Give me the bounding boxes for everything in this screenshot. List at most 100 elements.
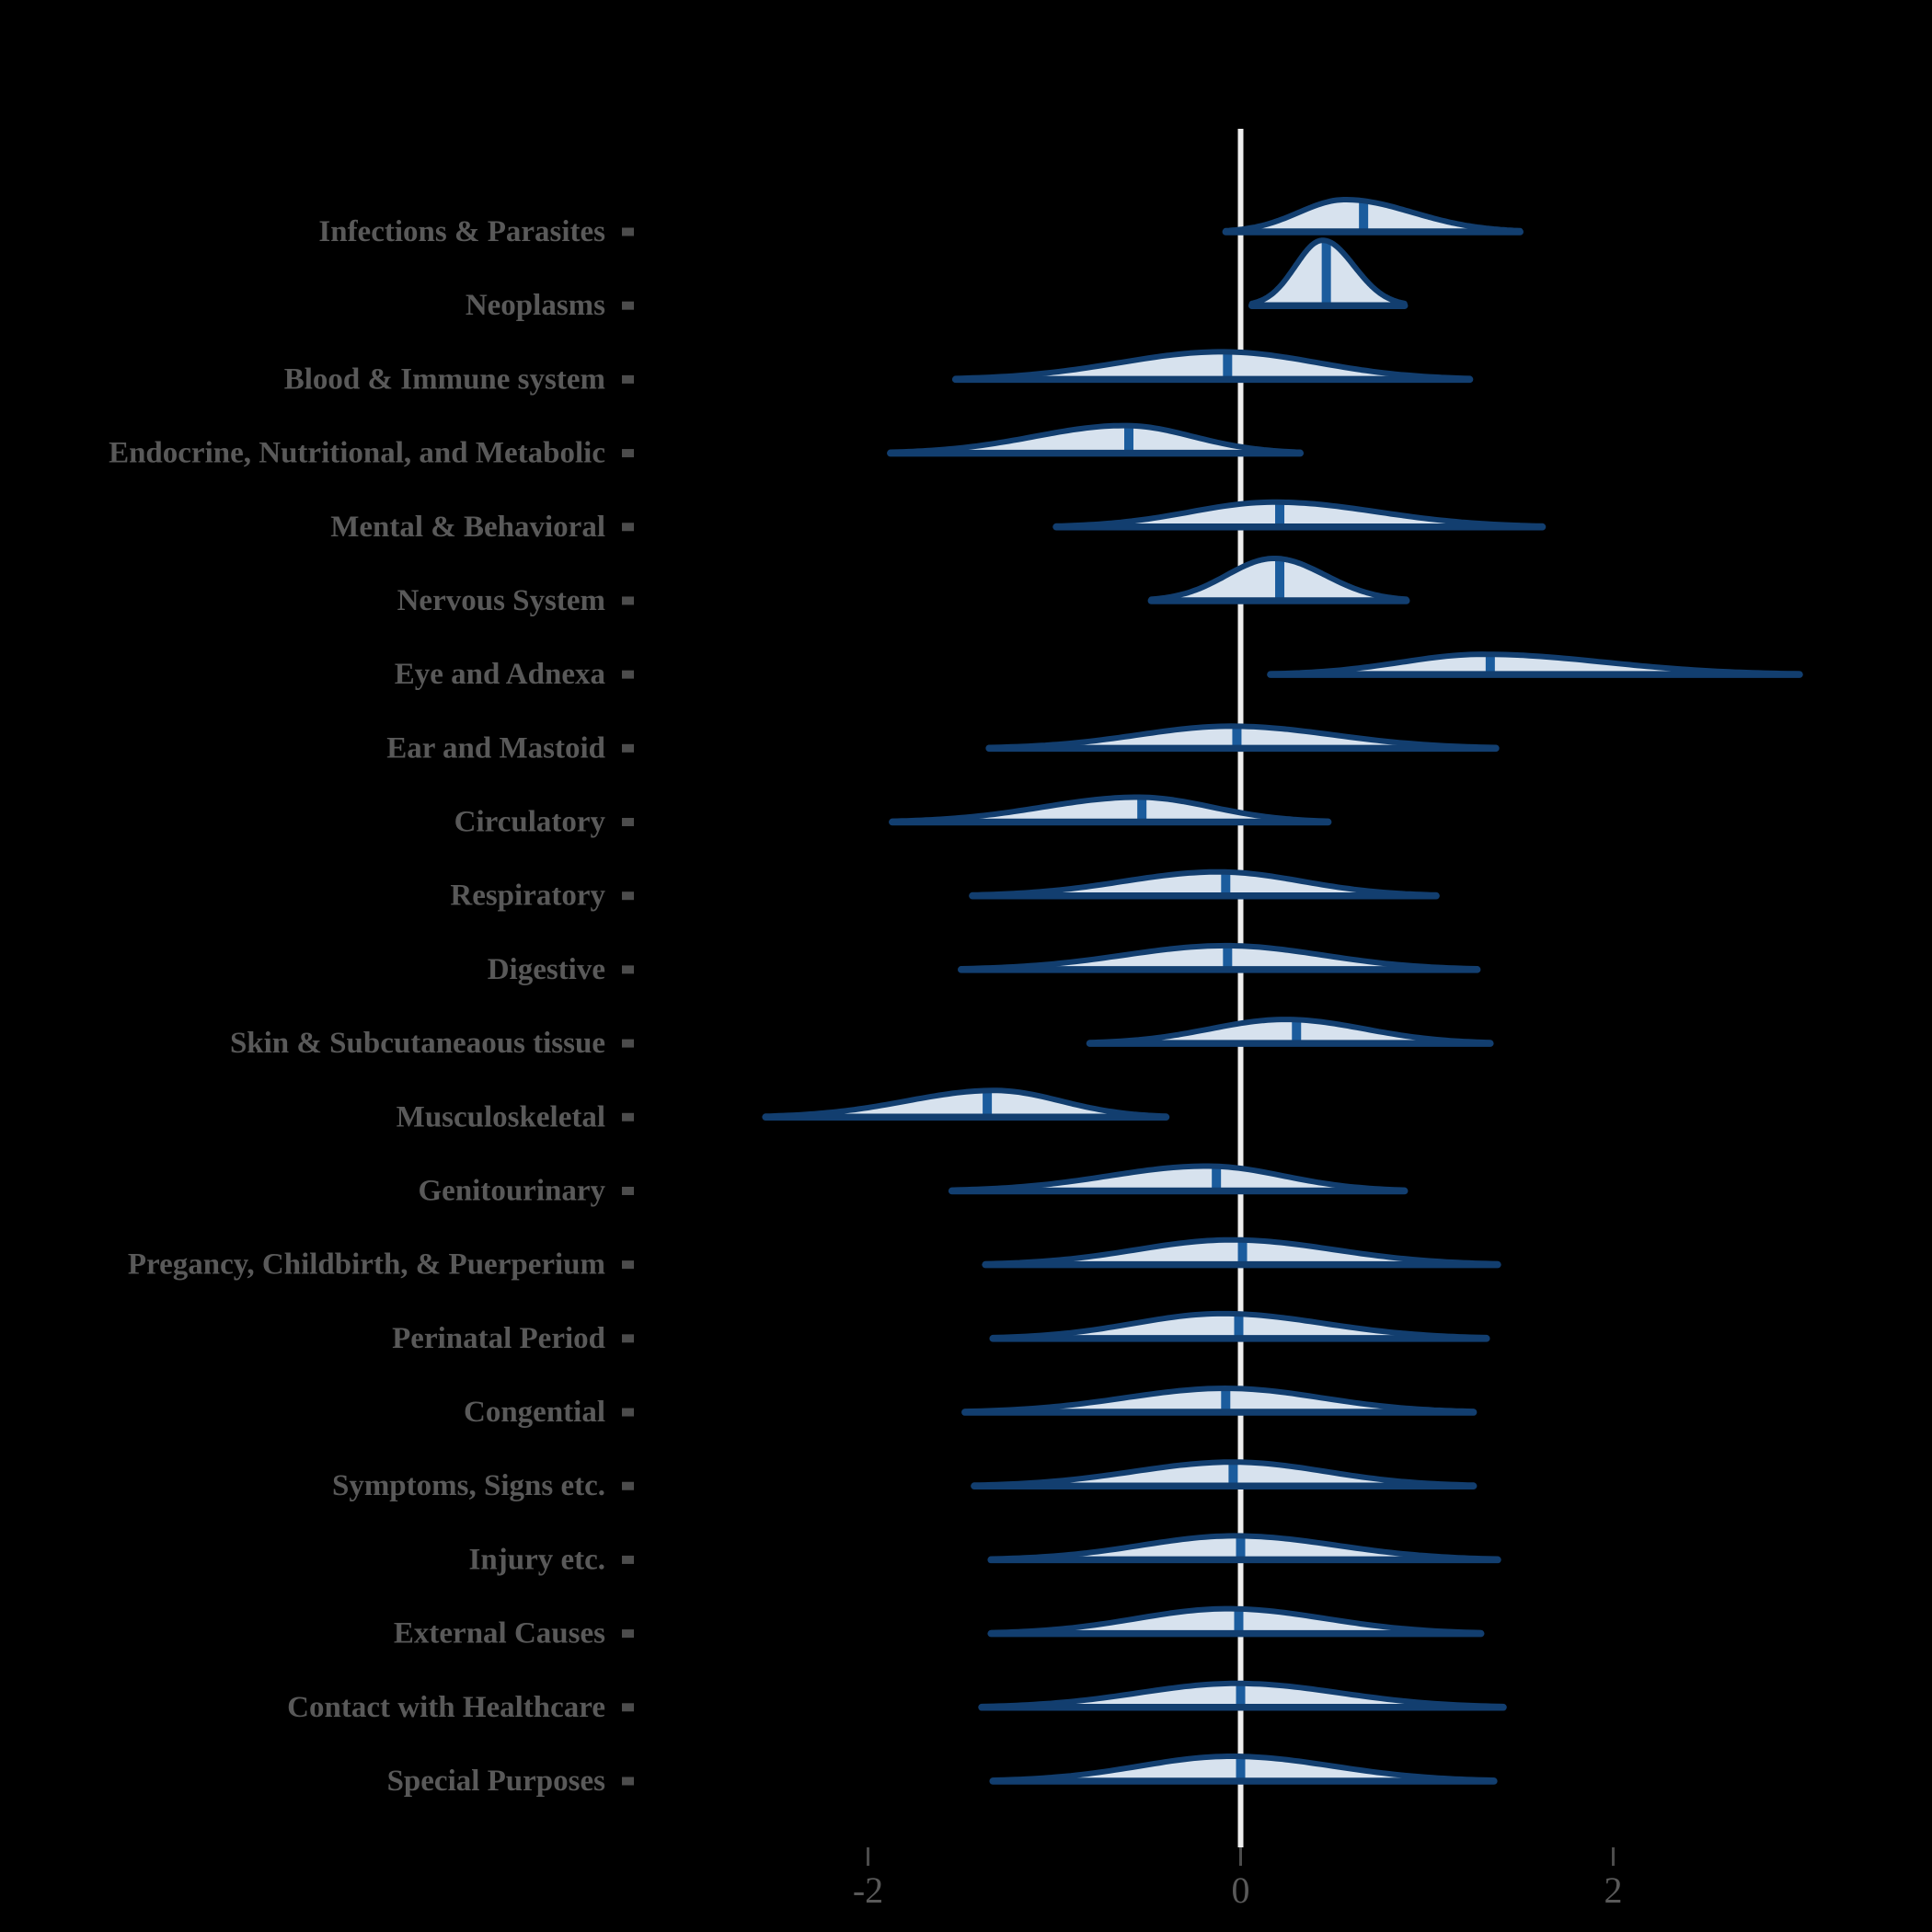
density-outline <box>983 1236 1501 1267</box>
density-outline <box>1148 556 1409 603</box>
category-tick <box>622 1777 634 1786</box>
category-label: Neoplasms <box>466 289 605 322</box>
category-label: Contact with Healthcare <box>287 1691 605 1724</box>
violin-row-3: Blood & Immune system <box>284 349 1474 396</box>
density-outline <box>986 723 1499 751</box>
category-tick <box>622 301 634 310</box>
violin-row-12: Skin & Subcutaneaous tissue <box>230 1017 1494 1060</box>
category-tick <box>622 1481 634 1490</box>
category-label: Nervous System <box>397 584 605 617</box>
violin-row-1: Infections & Parasites <box>318 197 1524 248</box>
category-tick <box>622 1039 634 1048</box>
x-axis-tick-label: 0 <box>1232 1869 1250 1911</box>
category-label: Endocrine, Nutritional, and Metabolic <box>109 437 605 470</box>
density-outline <box>1248 237 1408 306</box>
density-outline <box>952 349 1473 382</box>
density-outline <box>971 1459 1477 1489</box>
density-outline <box>949 1163 1408 1193</box>
density-fill <box>964 1388 1474 1413</box>
category-tick <box>622 523 634 532</box>
category-label: Mental & Behavioral <box>330 511 605 544</box>
density-fill <box>960 945 1478 970</box>
violin-row-16: Perinatal Period <box>392 1310 1490 1355</box>
category-label: Digestive <box>488 953 605 986</box>
category-tick <box>622 891 634 901</box>
density-fill <box>955 351 1470 380</box>
density-outline <box>1053 499 1546 529</box>
category-label: Genitourinary <box>419 1174 606 1207</box>
category-label: Blood & Immune system <box>284 362 605 396</box>
density-outline <box>988 1605 1484 1636</box>
category-tick <box>622 743 634 753</box>
category-tick <box>622 1112 634 1121</box>
category-tick <box>622 1186 634 1195</box>
density-outline <box>1087 1017 1493 1046</box>
category-tick <box>622 1408 634 1417</box>
category-label: Symptoms, Signs etc. <box>332 1469 605 1502</box>
violin-row-17: Congential <box>464 1386 1478 1429</box>
violin-row-11: Digestive <box>488 942 1481 986</box>
violin-row-5: Mental & Behavioral <box>330 499 1547 544</box>
category-label: Infections & Parasites <box>318 215 605 248</box>
density-outline <box>988 1533 1501 1562</box>
density-fill <box>989 726 1496 749</box>
density-fill <box>973 1462 1474 1487</box>
category-tick <box>622 596 634 605</box>
density-outline <box>889 794 1331 824</box>
category-label: Special Purposes <box>387 1765 606 1798</box>
violin-row-4: Endocrine, Nutritional, and Metabolic <box>109 422 1305 470</box>
category-label: Circulatory <box>454 806 606 839</box>
violin-row-6: Nervous System <box>397 556 1410 617</box>
category-label: External Causes <box>394 1617 605 1650</box>
density-fill <box>1056 501 1543 527</box>
density-fill <box>1089 1019 1490 1044</box>
category-label: Pregancy, Childbirth, & Puerperium <box>128 1248 605 1282</box>
category-tick <box>622 965 634 974</box>
category-tick <box>622 1260 634 1270</box>
category-tick <box>622 374 634 384</box>
violin-row-20: External Causes <box>394 1605 1485 1650</box>
violin-row-10: Respiratory <box>450 868 1440 913</box>
density-outline <box>1223 197 1524 234</box>
violin-row-7: Eye and Adnexa <box>395 651 1803 691</box>
category-label: Congential <box>464 1396 605 1429</box>
density-outline <box>958 942 1480 972</box>
density-outline <box>763 1087 1169 1120</box>
category-label: Skin & Subcutaneaous tissue <box>230 1027 605 1060</box>
density-outline <box>969 868 1440 898</box>
category-label: Ear and Mastoid <box>386 731 605 765</box>
violin-row-22: Special Purposes <box>387 1754 1498 1798</box>
violin-row-2: Neoplasms <box>466 237 1409 322</box>
category-tick <box>622 818 634 827</box>
x-axis-tick-label: 2 <box>1604 1869 1623 1911</box>
violin-row-15: Pregancy, Childbirth, & Puerperium <box>128 1236 1501 1282</box>
density-outline <box>990 1754 1497 1784</box>
category-label: Musculoskeletal <box>397 1100 605 1133</box>
category-tick <box>622 1703 634 1712</box>
category-tick <box>622 1555 634 1564</box>
category-label: Respiratory <box>450 880 605 913</box>
category-label: Eye and Adnexa <box>395 658 605 691</box>
category-tick <box>622 227 634 236</box>
category-label: Injury etc. <box>469 1543 605 1576</box>
density-outline <box>961 1386 1477 1415</box>
violin-row-8: Ear and Mastoid <box>386 723 1500 765</box>
violin-row-9: Circulatory <box>454 794 1332 839</box>
density-outline <box>887 422 1304 455</box>
category-tick <box>622 1629 634 1639</box>
density-outline <box>990 1310 1489 1340</box>
violin-row-13: Musculoskeletal <box>397 1087 1170 1133</box>
category-tick <box>622 1334 634 1343</box>
x-axis-tick-label: -2 <box>853 1869 883 1911</box>
density-fill <box>972 871 1437 896</box>
violin-row-19: Injury etc. <box>469 1533 1501 1576</box>
category-tick <box>622 670 634 679</box>
density-outline <box>979 1680 1506 1709</box>
violin-row-21: Contact with Healthcare <box>287 1680 1507 1724</box>
violin-row-14: Genitourinary <box>419 1163 1409 1207</box>
category-label: Perinatal Period <box>392 1322 605 1355</box>
violin-row-18: Symptoms, Signs etc. <box>332 1459 1478 1502</box>
category-tick <box>622 449 634 458</box>
